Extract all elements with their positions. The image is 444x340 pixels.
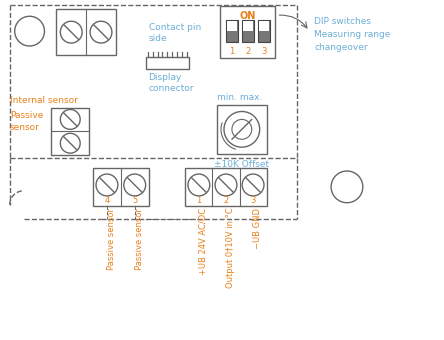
Text: changeover: changeover: [314, 42, 368, 52]
Text: Output 0†10V in °C: Output 0†10V in °C: [226, 208, 235, 288]
Text: 2: 2: [245, 48, 250, 56]
Bar: [56, 9, 116, 55]
Text: min. max.: min. max.: [217, 93, 262, 102]
Text: Contact pin: Contact pin: [149, 23, 201, 32]
Bar: [220, 6, 274, 58]
Text: ON: ON: [239, 11, 255, 21]
Bar: [258, 20, 270, 42]
Text: connector: connector: [149, 84, 194, 93]
Bar: [185, 168, 267, 206]
Text: 1: 1: [229, 48, 234, 56]
Bar: [226, 20, 238, 42]
Text: Passive: Passive: [10, 111, 43, 120]
Text: +UB 24V AC/DC: +UB 24V AC/DC: [199, 208, 208, 275]
Text: 4: 4: [104, 196, 110, 205]
Bar: [93, 168, 149, 206]
Text: DIP switches: DIP switches: [314, 17, 371, 26]
Bar: [259, 21, 269, 31]
Bar: [52, 107, 89, 155]
Text: Display: Display: [149, 73, 182, 82]
Text: 3: 3: [261, 48, 266, 56]
Text: −UB GND: −UB GND: [253, 208, 262, 249]
Bar: [217, 104, 267, 154]
Bar: [243, 21, 253, 31]
Bar: [146, 57, 189, 69]
Text: ±10K Offset: ±10K Offset: [214, 159, 270, 169]
Text: 3: 3: [250, 196, 256, 205]
Text: 2: 2: [223, 196, 229, 205]
Text: Internal sensor: Internal sensor: [10, 96, 78, 105]
Text: Passive sensor: Passive sensor: [135, 208, 144, 270]
Text: Measuring range: Measuring range: [314, 30, 391, 39]
Bar: [242, 20, 254, 42]
Bar: [227, 21, 237, 31]
Text: side: side: [149, 34, 167, 43]
Text: Passive sensor: Passive sensor: [107, 208, 116, 270]
Text: sensor: sensor: [10, 123, 40, 132]
Text: 1: 1: [196, 196, 202, 205]
Text: 5: 5: [132, 196, 137, 205]
